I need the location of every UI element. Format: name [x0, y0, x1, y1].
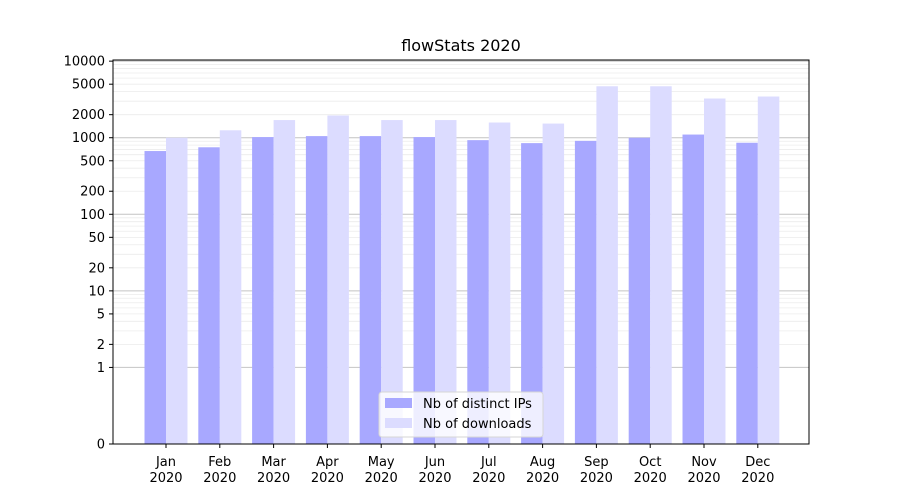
y-tick-label: 0: [97, 438, 105, 453]
x-tick-label: Dec 2020: [741, 455, 774, 486]
bar-distinct-ips: [198, 147, 220, 444]
bar-downloads: [488, 122, 511, 444]
chart-title: flowStats 2020: [401, 36, 521, 55]
bar-distinct-ips: [305, 136, 328, 444]
y-tick-label: 500: [80, 154, 105, 169]
x-tick-label: Sep 2020: [580, 455, 613, 486]
legend-box: [378, 391, 544, 438]
bar-downloads: [327, 115, 349, 445]
bar-distinct-ips: [359, 136, 382, 444]
y-tick-label: 5000: [72, 78, 105, 93]
bar-downloads: [596, 86, 618, 445]
legend-swatch: [385, 418, 412, 428]
y-tick-label: 200: [80, 185, 105, 200]
legend: Nb of distinct IPs Nb of downloads: [378, 391, 544, 438]
x-tick-label: Jul 2020: [472, 455, 505, 486]
x-tick-label: Mar 2020: [257, 455, 290, 486]
y-tick-label: 10000: [64, 55, 105, 70]
bar-downloads: [650, 86, 672, 445]
bar-distinct-ips: [628, 137, 651, 444]
y-tick-label: 2000: [72, 108, 105, 123]
legend-label: Nb of distinct IPs: [423, 397, 532, 412]
bar-distinct-ips: [736, 142, 758, 444]
bar-distinct-ips: [521, 143, 543, 444]
bar-downloads: [435, 120, 457, 444]
axes: 0 1 2 5 10 20 50 100 200 500 1000 2000 5000 10000 Jan 2…: [64, 55, 810, 486]
bar-downloads: [166, 137, 188, 444]
bar-distinct-ips: [682, 134, 704, 445]
bar-distinct-ips: [467, 140, 489, 444]
y-tick-label: 1: [97, 361, 105, 376]
x-tick-label: Apr 2020: [311, 455, 344, 486]
y-tick-label: 10: [88, 284, 105, 299]
x-tick-label: Oct 2020: [634, 455, 667, 486]
bar-distinct-ips: [144, 151, 166, 444]
bar-distinct-ips: [252, 137, 274, 444]
y-tick-label: 2: [97, 338, 105, 353]
y-tick-label: 100: [80, 208, 105, 223]
y-tick-label: 5: [97, 307, 105, 322]
bar-downloads: [757, 96, 780, 445]
bar-distinct-ips: [413, 137, 435, 444]
x-tick-label: Feb 2020: [203, 455, 236, 486]
x-tick-label: Jun 2020: [418, 455, 451, 486]
legend-label: Nb of downloads: [423, 417, 532, 432]
x-tick-label: Jan 2020: [149, 455, 182, 486]
bars: [144, 86, 780, 445]
bar-downloads: [273, 120, 296, 444]
bar-downloads: [542, 123, 565, 444]
bar-downloads: [704, 98, 726, 444]
y-tick-label: 1000: [72, 131, 105, 146]
y-tick-label: 20: [88, 261, 105, 276]
bar-downloads: [381, 120, 403, 444]
y-tick-label: 50: [88, 231, 105, 246]
bar-downloads: [219, 130, 242, 445]
x-tick-label: Nov 2020: [687, 455, 720, 486]
x-tick-label: Aug 2020: [526, 455, 559, 486]
plot-frame: [112, 59, 810, 445]
x-tick-label: May 2020: [365, 455, 398, 486]
legend-swatch: [385, 398, 412, 408]
bar-distinct-ips: [574, 140, 597, 445]
